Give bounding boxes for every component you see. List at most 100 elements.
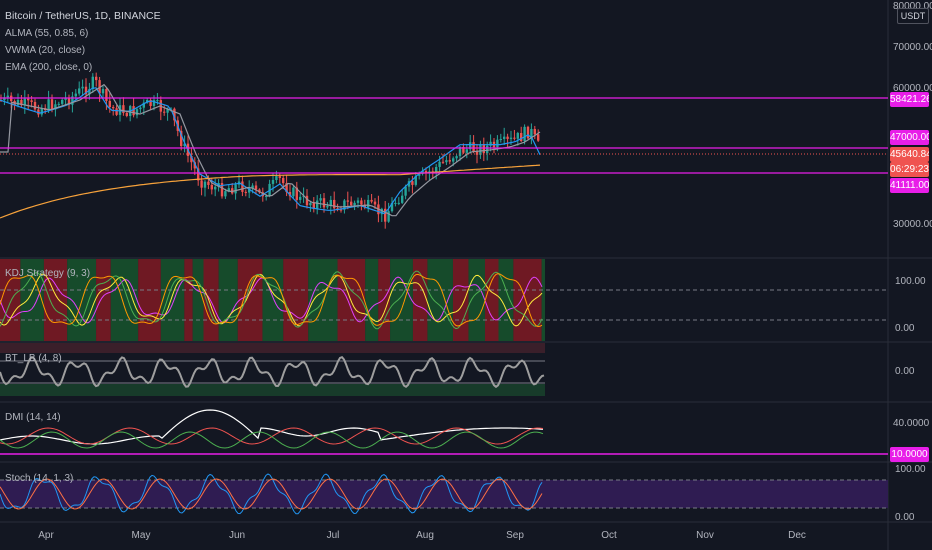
month-apr: Apr (38, 530, 54, 541)
kdj-signal-band (237, 259, 263, 341)
candle-body (503, 136, 506, 139)
candle-body (30, 100, 33, 102)
candle-body (64, 98, 67, 100)
candle-body (489, 141, 492, 146)
candle-body (312, 202, 315, 209)
month-aug: Aug (416, 530, 434, 541)
candle-body (472, 142, 475, 152)
candle-body (448, 160, 451, 162)
month-oct: Oct (601, 530, 617, 541)
legend-bt-lb[interactable]: BT_LB (4, 8) (5, 353, 62, 364)
candle-body (251, 185, 254, 189)
legend-stoch[interactable]: Stoch (14, 1, 3) (5, 473, 74, 484)
di-plus-line (0, 431, 544, 449)
candle-body (108, 100, 111, 108)
candle-body (350, 201, 353, 206)
kdj-line (0, 273, 543, 328)
candle-body (407, 181, 411, 187)
candle-body (6, 95, 9, 98)
currency-button[interactable]: USDT (897, 8, 929, 24)
price-tag-47000: 47000.00 (890, 130, 929, 145)
candle-body (231, 188, 234, 194)
candle-body (20, 99, 23, 106)
candle-body (387, 211, 390, 222)
candle-body (333, 199, 336, 209)
countdown-tag: 06:29:23 (890, 162, 929, 177)
candle-body (3, 97, 6, 101)
candle-body (516, 133, 519, 139)
candle-body (278, 176, 281, 178)
candle-body (329, 199, 332, 207)
candle-body (67, 98, 71, 105)
candle-body (152, 100, 156, 106)
candle-body (299, 196, 302, 200)
candle-body (309, 202, 312, 206)
candle-body (373, 201, 377, 205)
kdj-signal-band (378, 259, 391, 341)
candle-body (533, 128, 536, 135)
adx-line (0, 409, 544, 445)
candle-body (139, 107, 142, 110)
candle-body (203, 181, 207, 188)
candle-body (227, 188, 230, 192)
bt-upper-zone (0, 343, 545, 353)
candle-body (499, 138, 502, 140)
candle-body (214, 186, 217, 190)
dmi-tick-40: 40.0000 (893, 418, 930, 429)
candle-body (530, 128, 533, 139)
candle-body (40, 108, 43, 115)
bt-lb-line (0, 355, 545, 389)
candle-body (125, 112, 128, 116)
candle-body (78, 88, 81, 94)
legend-vwma[interactable]: VWMA (20, close) (5, 45, 86, 56)
candle-body (390, 203, 394, 212)
candle-body (316, 200, 319, 209)
legend-kdj[interactable]: KDJ Strategy (9, 3) (5, 268, 91, 279)
candle-body (91, 76, 94, 90)
month-jul: Jul (326, 530, 340, 541)
candle-body (23, 98, 26, 106)
month-sep: Sep (506, 530, 524, 541)
candle-body (112, 107, 115, 109)
kdj-signal-band (390, 259, 413, 341)
candle-body (71, 96, 74, 105)
candle-body (438, 161, 441, 167)
kdj-signal-band (110, 259, 139, 341)
candle-body (445, 160, 448, 163)
kdj-signal-band (184, 259, 193, 341)
candle-body (353, 202, 356, 206)
bt-lower-zone (0, 384, 545, 396)
kdj-signal-band (218, 259, 238, 341)
kdj-signal-band (192, 259, 204, 341)
kdj-signal-band (138, 259, 161, 341)
legend-alma[interactable]: ALMA (55, 0.85, 6) (5, 28, 89, 39)
candle-body (190, 155, 193, 163)
candle-body (424, 170, 428, 173)
candle-body (193, 162, 196, 169)
dmi-tag-10: 10.0000 (890, 447, 929, 462)
bt-tick-0: 0.00 (895, 366, 915, 377)
price-tick-70000: 70000.00 (893, 42, 932, 53)
kdj-tick-100: 100.00 (895, 276, 926, 287)
stoch-tick-0: 0.00 (895, 512, 915, 523)
legend-ema[interactable]: EMA (200, close, 0) (5, 62, 93, 73)
candle-body (84, 86, 88, 95)
candle-body (244, 191, 247, 193)
kdj-signal-band (427, 259, 453, 341)
candle-body (462, 146, 465, 153)
candle-body (149, 100, 152, 106)
legend-dmi[interactable]: DMI (14, 14) (5, 412, 61, 423)
stoch-tick-100: 100.00 (895, 464, 926, 475)
month-may: May (131, 530, 151, 541)
candle-body (537, 134, 540, 141)
month-jun: Jun (228, 530, 246, 541)
price-tick-30000: 30000.00 (893, 219, 932, 230)
candle-body (57, 103, 60, 105)
candle-body (520, 133, 523, 142)
candle-body (200, 180, 203, 188)
symbol-title[interactable]: Bitcoin / TetherUS, 1D, BINANCE (5, 10, 161, 22)
candle-body (414, 175, 417, 185)
candle-body (98, 80, 101, 94)
candle-body (16, 99, 20, 106)
